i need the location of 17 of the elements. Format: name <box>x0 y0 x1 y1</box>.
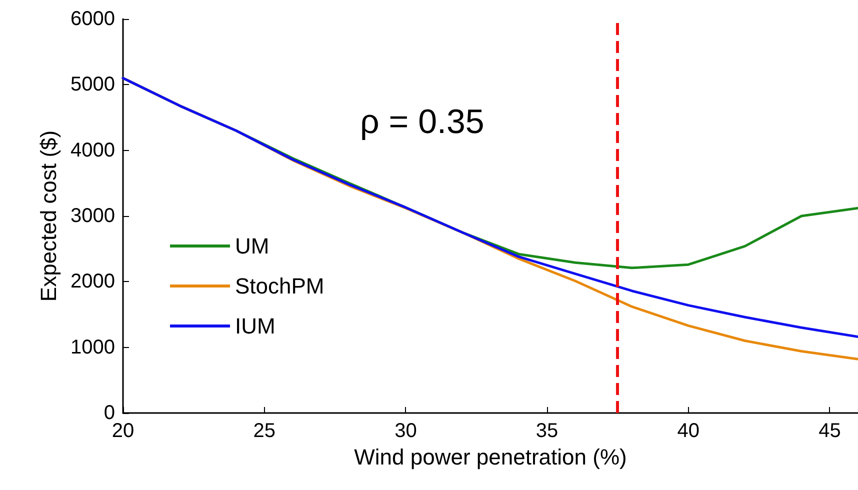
x-tick-label: 25 <box>253 420 276 442</box>
y-axis-title: Expected cost ($) <box>36 130 62 302</box>
y-tick-label: 1000 <box>70 336 115 358</box>
y-tick-label: 3000 <box>70 205 115 227</box>
x-tick-label: 35 <box>536 420 558 442</box>
x-tick-label: 30 <box>394 420 417 442</box>
legend-label: UM <box>235 234 270 258</box>
y-tick-label: 2000 <box>70 270 115 293</box>
y-tick-label: 5000 <box>70 74 115 96</box>
y-tick-label: 6000 <box>70 8 115 30</box>
x-axis-title: Wind power penetration (%) <box>354 444 627 470</box>
legend-label: StochPM <box>235 274 324 298</box>
x-tick-label: 40 <box>677 420 700 442</box>
annotation: ρ = 0.35 <box>360 103 484 141</box>
legend-label: IUM <box>235 314 276 338</box>
x-tick-label: 45 <box>818 420 841 442</box>
y-tick-label: 4000 <box>70 139 115 162</box>
